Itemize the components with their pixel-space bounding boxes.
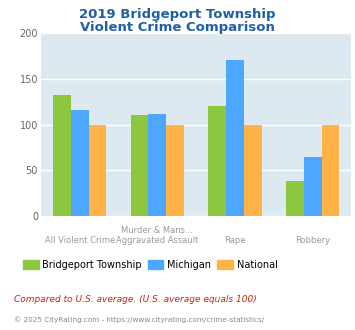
Bar xyxy=(148,114,166,216)
Text: Violent Crime Comparison: Violent Crime Comparison xyxy=(80,21,275,34)
Text: Murder & Mans...: Murder & Mans... xyxy=(121,226,193,235)
Bar xyxy=(53,95,71,216)
Text: Compared to U.S. average. (U.S. average equals 100): Compared to U.S. average. (U.S. average … xyxy=(14,295,257,304)
Legend: Bridgeport Township, Michigan, National: Bridgeport Township, Michigan, National xyxy=(19,256,282,274)
Bar xyxy=(244,124,262,216)
Text: Rape: Rape xyxy=(224,236,246,245)
Bar xyxy=(89,124,106,216)
Bar xyxy=(304,157,322,216)
Text: Robbery: Robbery xyxy=(295,236,330,245)
Bar xyxy=(226,59,244,216)
Text: 2019 Bridgeport Township: 2019 Bridgeport Township xyxy=(79,8,276,21)
Text: All Violent Crime: All Violent Crime xyxy=(44,236,115,245)
Bar xyxy=(166,124,184,216)
Bar xyxy=(208,106,226,216)
Bar xyxy=(322,124,339,216)
Text: © 2025 CityRating.com - https://www.cityrating.com/crime-statistics/: © 2025 CityRating.com - https://www.city… xyxy=(14,316,264,323)
Bar xyxy=(131,115,148,216)
Bar xyxy=(286,182,304,216)
Bar xyxy=(71,110,89,216)
Text: Aggravated Assault: Aggravated Assault xyxy=(116,236,198,245)
